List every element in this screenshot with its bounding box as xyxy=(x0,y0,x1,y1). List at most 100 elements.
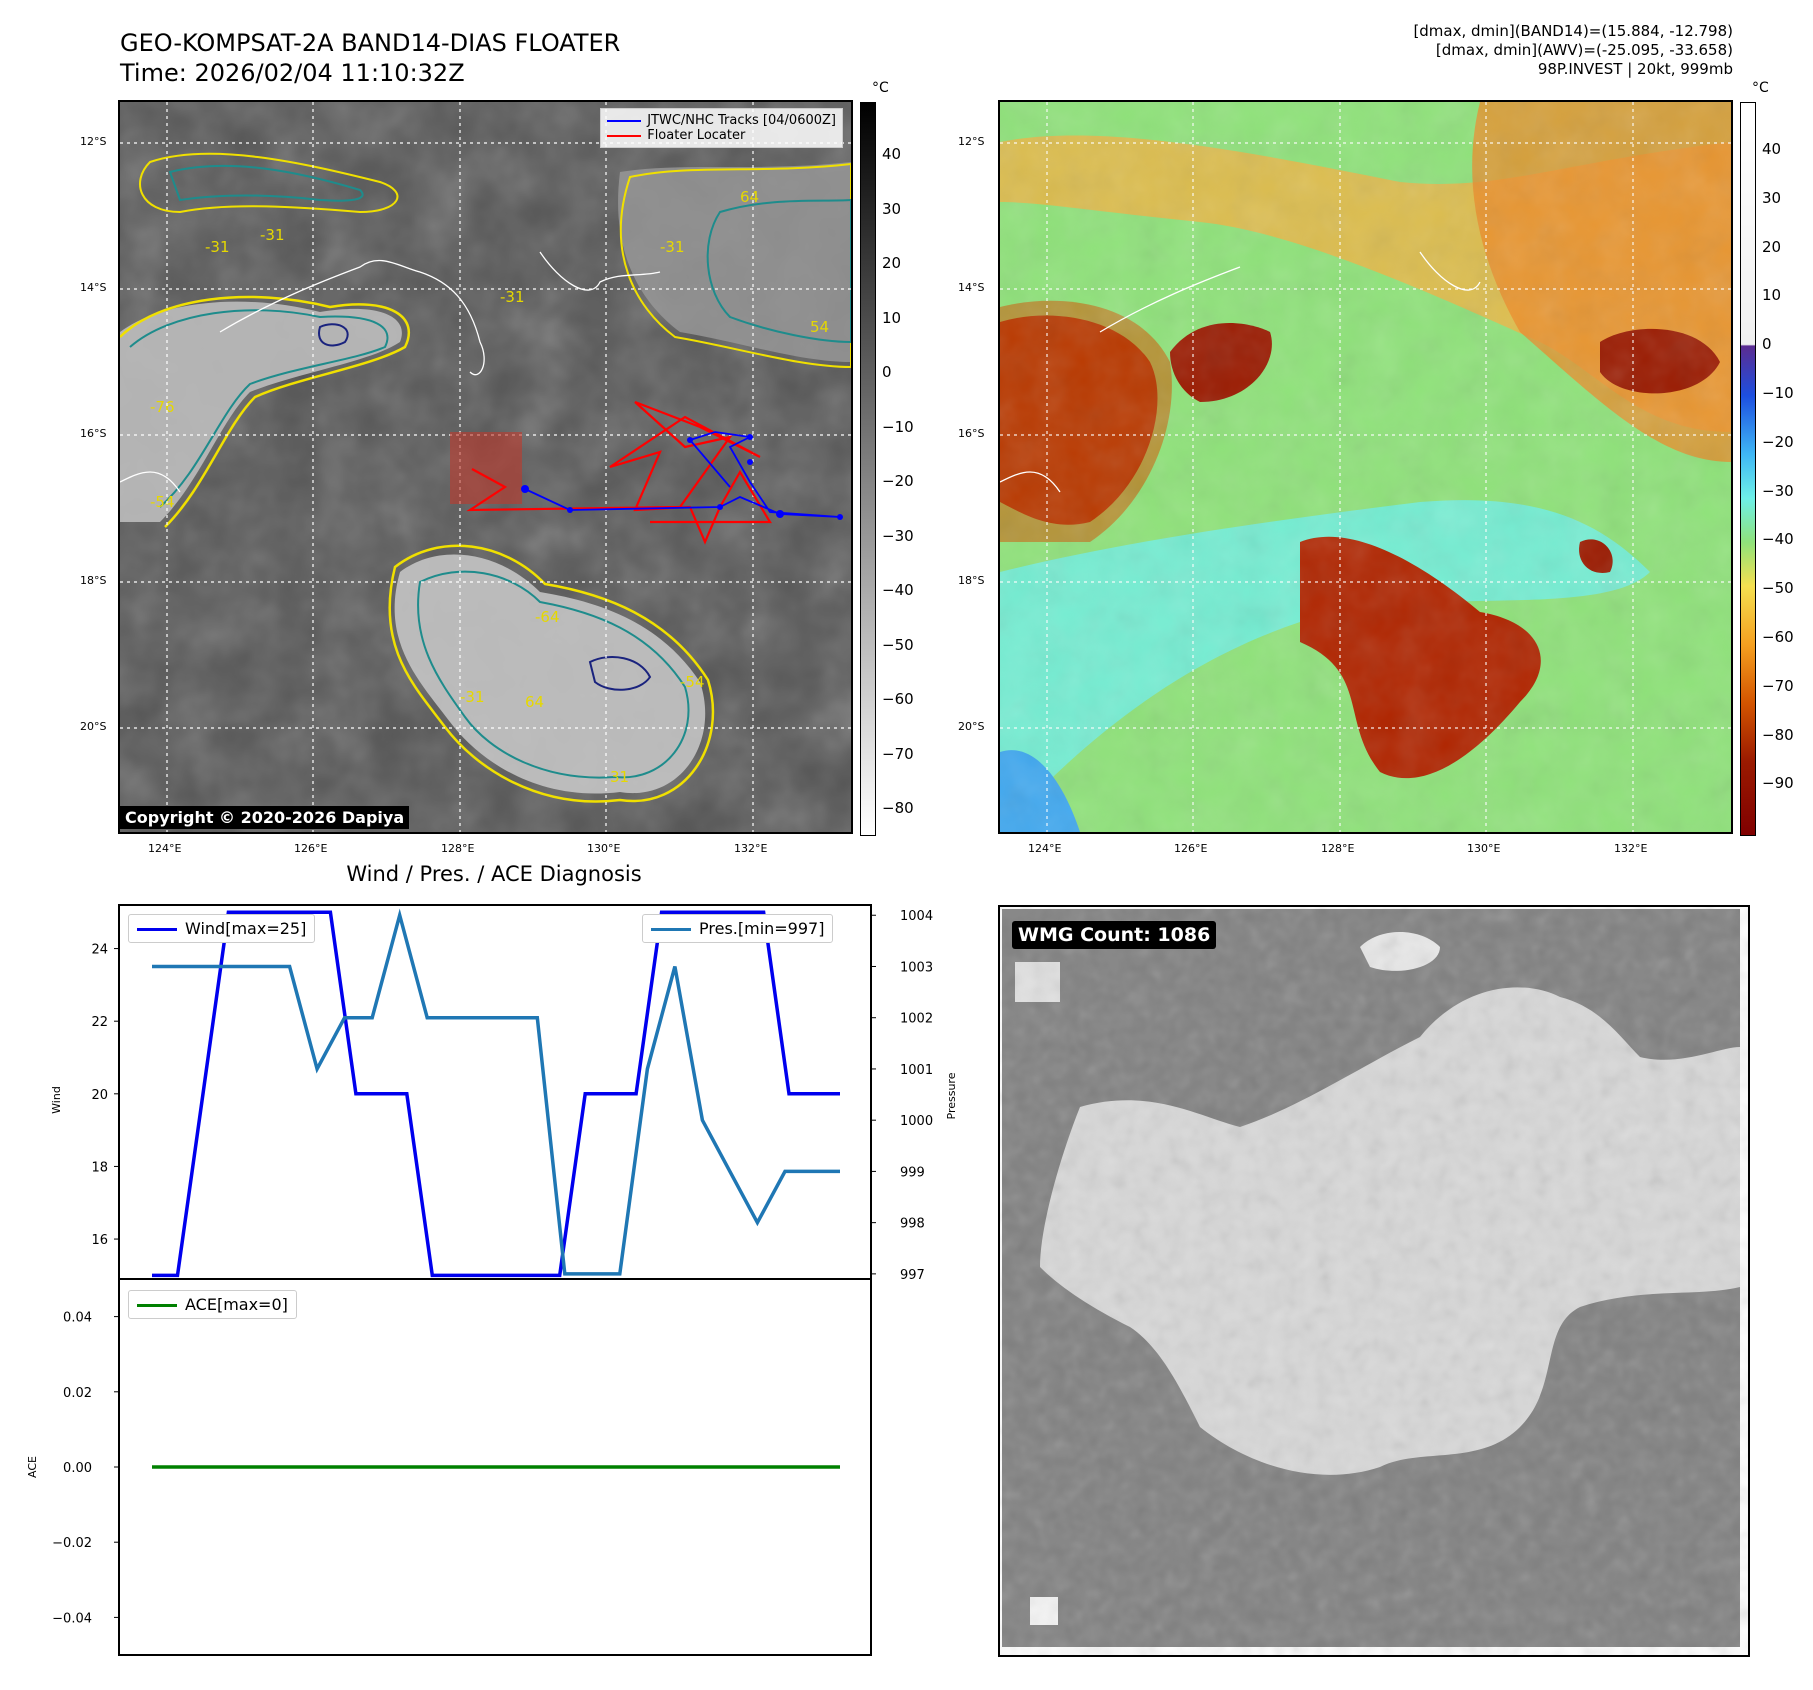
colorbar-tick-label: 0 xyxy=(1762,335,1772,354)
pressure-axis-label: Pressure xyxy=(945,1072,958,1119)
lat-tick: 18°S xyxy=(958,574,985,587)
lat-tick: 12°S xyxy=(958,135,985,148)
contour-yellow-northeast xyxy=(619,162,851,369)
pres-legend-swatch xyxy=(651,928,691,931)
colorbar-tick-label: 30 xyxy=(1762,188,1782,207)
pres-tick-label: 1001 xyxy=(900,1063,933,1078)
band14-map: -31 -31 -31 -31 -54 -64 64 64 -31 -54 54… xyxy=(118,100,853,834)
diag-title: Wind / Pres. / ACE Diagnosis xyxy=(346,862,642,886)
legend-entry-track: JTWC/NHC Tracks [04/0600Z] xyxy=(607,113,836,128)
contour-teal-northeast xyxy=(706,198,851,344)
ace-tick-label: 0.00 xyxy=(63,1461,92,1476)
pressure-ticks: 1004 1003 1002 1001 1000 999 998 997 xyxy=(871,909,933,1283)
ace-legend-label: ACE[max=0] xyxy=(185,1295,288,1314)
lat-tick: 12°S xyxy=(80,135,107,148)
wind-ticks: 24 22 20 18 16 xyxy=(91,943,119,1248)
contour-label: -54 xyxy=(150,493,175,511)
colorbar-tick-label: 30 xyxy=(882,199,902,218)
lon-tick: 130°E xyxy=(587,842,621,855)
pres-tick-label: 1000 xyxy=(900,1114,933,1129)
pres-tick-label: 1004 xyxy=(900,909,933,924)
wmg-count-badge: WMG Count: 1086 xyxy=(1012,921,1217,949)
stats-block: [dmax, dmin](BAND14)=(15.884, -12.798) [… xyxy=(1413,22,1733,79)
contour-label: 54 xyxy=(810,318,829,336)
ace-tick-label: 0.02 xyxy=(63,1386,92,1401)
legend-track-label: JTWC/NHC Tracks [04/0600Z] xyxy=(647,113,836,128)
contour-teal-west xyxy=(129,309,389,508)
colorbar-tick-label: 0 xyxy=(882,363,892,381)
contour-label: 31 xyxy=(610,768,629,786)
pressure-series-line xyxy=(152,908,840,1276)
colorbar-2-unit: °C xyxy=(1752,80,1769,96)
contour-label: -64 xyxy=(535,608,560,626)
stats-line-1: [dmax, dmin](BAND14)=(15.884, -12.798) xyxy=(1413,22,1733,40)
contour-yellow-south xyxy=(388,544,715,803)
pres-tick-label: 998 xyxy=(900,1217,925,1232)
ace-axis-label: ACE xyxy=(26,1456,39,1478)
lon-tick: 128°E xyxy=(441,842,475,855)
lon-tick: 126°E xyxy=(294,842,328,855)
lat-tick: 14°S xyxy=(958,281,985,294)
wind-legend: Wind[max=25] xyxy=(128,914,316,943)
colorbar-tick-label: −80 xyxy=(882,799,914,817)
ace-legend: ACE[max=0] xyxy=(128,1290,297,1319)
wind-tick-label: 20 xyxy=(91,1088,108,1103)
contour-label: -54 xyxy=(680,673,705,691)
lon-tick: 132°E xyxy=(734,842,768,855)
awv-map-svg xyxy=(1000,102,1731,832)
colorbar-2 xyxy=(1740,102,1756,836)
contour-label: 64 xyxy=(740,188,759,206)
colorbar-tick-label: −90 xyxy=(1762,774,1794,793)
figure-title: GEO-KOMPSAT-2A BAND14-DIAS FLOATER Time:… xyxy=(120,28,620,88)
wind-legend-label: Wind[max=25] xyxy=(185,919,307,938)
colorbar-tick-label: −60 xyxy=(1762,628,1794,646)
lat-tick: 16°S xyxy=(958,427,985,440)
pres-tick-label: 1003 xyxy=(900,960,933,975)
colorbar-1 xyxy=(860,102,876,836)
colorbar-tick-label: −50 xyxy=(882,635,914,654)
ace-ticks: 0.04 0.02 0.00 −0.02 −0.04 xyxy=(52,1311,119,1626)
awv-graticule xyxy=(1000,102,1731,832)
diag-chart: 24 22 20 18 16 1004 1003 1002 1001 1000 999 998 997… xyxy=(26,904,958,1656)
colorbar-tick-label: −20 xyxy=(882,472,914,490)
contour-label: -76 xyxy=(150,398,175,416)
pressure-legend: Pres.[min=997] xyxy=(642,914,834,943)
wmg-panel: WMG Count: 1086 xyxy=(998,905,1750,1657)
lon-tick: 132°E xyxy=(1614,842,1648,855)
colorbar-1-unit: °C xyxy=(872,80,889,96)
contour-teal-north xyxy=(168,164,364,202)
contour-label-group: -31 -31 -31 -31 -54 -64 64 64 -31 -54 54… xyxy=(150,188,829,786)
colorbar-tick-label: 20 xyxy=(882,254,902,272)
contour-label: -31 xyxy=(500,288,525,306)
lat-tick: 18°S xyxy=(80,574,107,587)
colorbar-tick-label: 20 xyxy=(1762,237,1782,256)
contour-navy-south xyxy=(588,656,652,691)
contour-label: -31 xyxy=(460,688,485,706)
contour-navy-west xyxy=(318,323,349,347)
title-line-1: GEO-KOMPSAT-2A BAND14-DIAS FLOATER xyxy=(120,29,621,57)
awv-map xyxy=(998,100,1733,834)
colorbar-tick-label: −30 xyxy=(1762,481,1794,500)
colorbar-tick-label: 10 xyxy=(882,308,902,327)
lon-tick: 124°E xyxy=(148,842,182,855)
legend-floater-label: Floater Locater xyxy=(647,128,746,143)
wind-tick-label: 22 xyxy=(91,1015,108,1030)
jtwc-track-points xyxy=(521,434,843,520)
ace-tick-label: −0.02 xyxy=(52,1536,92,1551)
wind-series-line xyxy=(152,910,840,1278)
wind-legend-swatch xyxy=(137,928,177,931)
colorbar-tick-label: −10 xyxy=(882,417,914,436)
pres-tick-label: 997 xyxy=(900,1268,925,1283)
band14-map-svg: -31 -31 -31 -31 -54 -64 64 64 -31 -54 54… xyxy=(120,102,851,832)
colorbar-tick-label: 10 xyxy=(1762,286,1782,305)
colorbar-tick-label: −10 xyxy=(1762,384,1794,402)
colorbar-tick-label: −70 xyxy=(882,744,914,763)
floater-legend-swatch xyxy=(607,134,642,137)
pressure-legend-label: Pres.[min=997] xyxy=(699,919,825,938)
colorbar-tick-label: 40 xyxy=(882,145,902,163)
colorbar-tick-label: −80 xyxy=(1762,725,1794,744)
colorbar-tick-label: −20 xyxy=(1762,432,1794,451)
title-line-2: Time: 2026/02/04 11:10:32Z xyxy=(120,59,465,87)
colorbar-tick-label: 40 xyxy=(1762,140,1782,158)
lat-tick: 14°S xyxy=(80,281,107,294)
